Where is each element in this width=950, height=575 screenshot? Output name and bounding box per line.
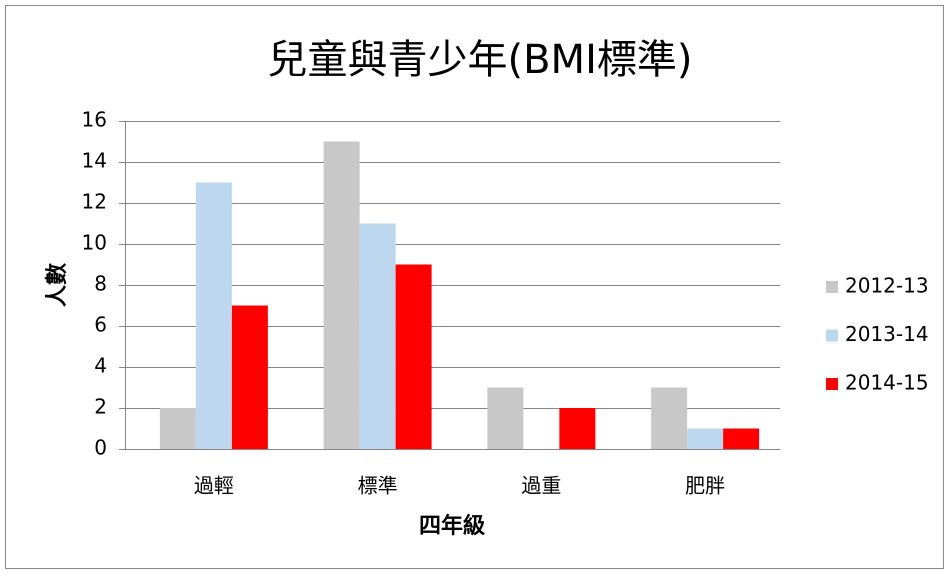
bar	[487, 387, 524, 449]
bar	[323, 141, 360, 449]
x-tick-label: 肥胖	[685, 474, 725, 498]
legend-label: 2013-14	[845, 322, 929, 346]
x-tick-label: 過輕	[194, 474, 234, 498]
bar	[723, 428, 760, 449]
chart-title: 兒童與青少年(BMI標準)	[268, 37, 693, 83]
y-tick-label: 12	[82, 190, 107, 214]
y-axis-label: 人數	[45, 263, 70, 307]
legend-label: 2014-15	[845, 371, 929, 395]
bar	[687, 428, 724, 449]
legend-swatch	[826, 329, 838, 342]
bar	[195, 182, 232, 449]
legend-swatch	[826, 378, 838, 390]
bar	[159, 408, 196, 449]
x-tick-label: 過重	[521, 474, 561, 498]
y-tick-label: 4	[94, 354, 107, 378]
y-tick-label: 6	[94, 313, 107, 337]
legend-label: 2012-13	[845, 274, 929, 298]
x-axis-label: 四年級	[419, 513, 485, 539]
bar	[231, 305, 268, 449]
legend-swatch	[826, 281, 838, 293]
y-tick-label: 16	[82, 108, 107, 132]
bar	[651, 387, 688, 449]
bar	[359, 223, 396, 449]
y-tick-label: 10	[82, 231, 107, 255]
chart-frame	[5, 5, 944, 569]
y-tick-label: 14	[82, 149, 107, 173]
bar	[559, 408, 596, 449]
y-tick-label: 2	[94, 395, 107, 419]
bar	[395, 264, 432, 449]
y-tick-label: 0	[94, 436, 107, 460]
x-tick-label: 標準	[358, 474, 398, 498]
y-tick-label: 8	[94, 272, 107, 296]
